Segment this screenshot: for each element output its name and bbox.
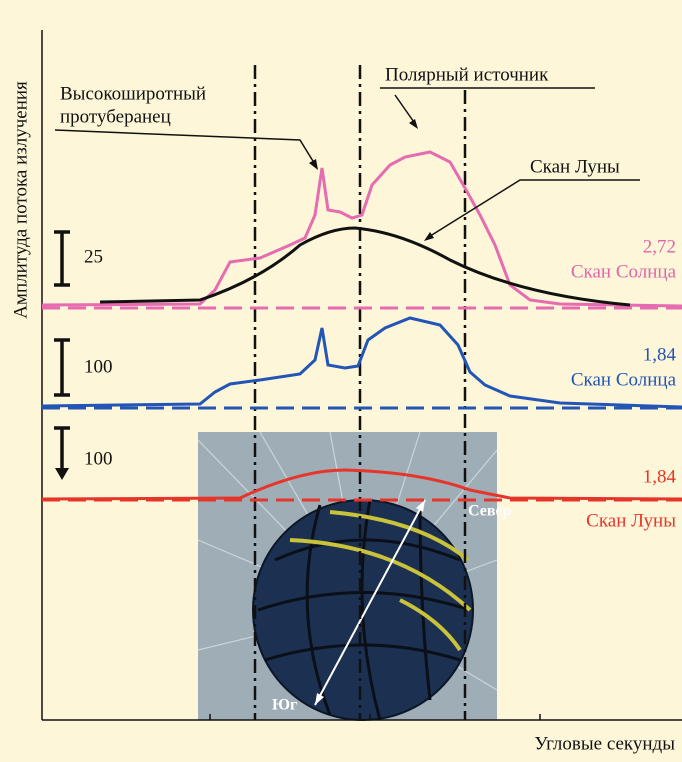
- amplitude-label: 2,72: [643, 236, 676, 257]
- y-axis-label: Амплитуда потока излучения: [10, 81, 31, 319]
- amplitude-label: 1,84: [643, 344, 677, 365]
- prominence-label: протуберанец: [60, 106, 171, 127]
- moon-scan-callout: Скан Луны: [530, 156, 620, 177]
- trace-name: Скан Луны: [586, 510, 676, 531]
- trace-name: Скан Солнца: [571, 261, 677, 282]
- scale-label: 100: [84, 448, 113, 469]
- trace-name: Скан Солнца: [571, 369, 677, 390]
- polar-source-label: Полярный источник: [385, 64, 549, 85]
- north-label: Север: [468, 503, 512, 520]
- scale-label: 100: [84, 356, 113, 377]
- prominence-label: Высокоширотный: [60, 83, 206, 104]
- scale-label: 25: [84, 246, 103, 267]
- x-axis-label: Угловые секунды: [534, 733, 675, 754]
- figure: Север Юг Амплитуда потока излучения Угло…: [0, 0, 682, 762]
- amplitude-label: 1,84: [643, 466, 677, 487]
- south-label: Юг: [272, 697, 297, 714]
- inset-image: [198, 432, 497, 720]
